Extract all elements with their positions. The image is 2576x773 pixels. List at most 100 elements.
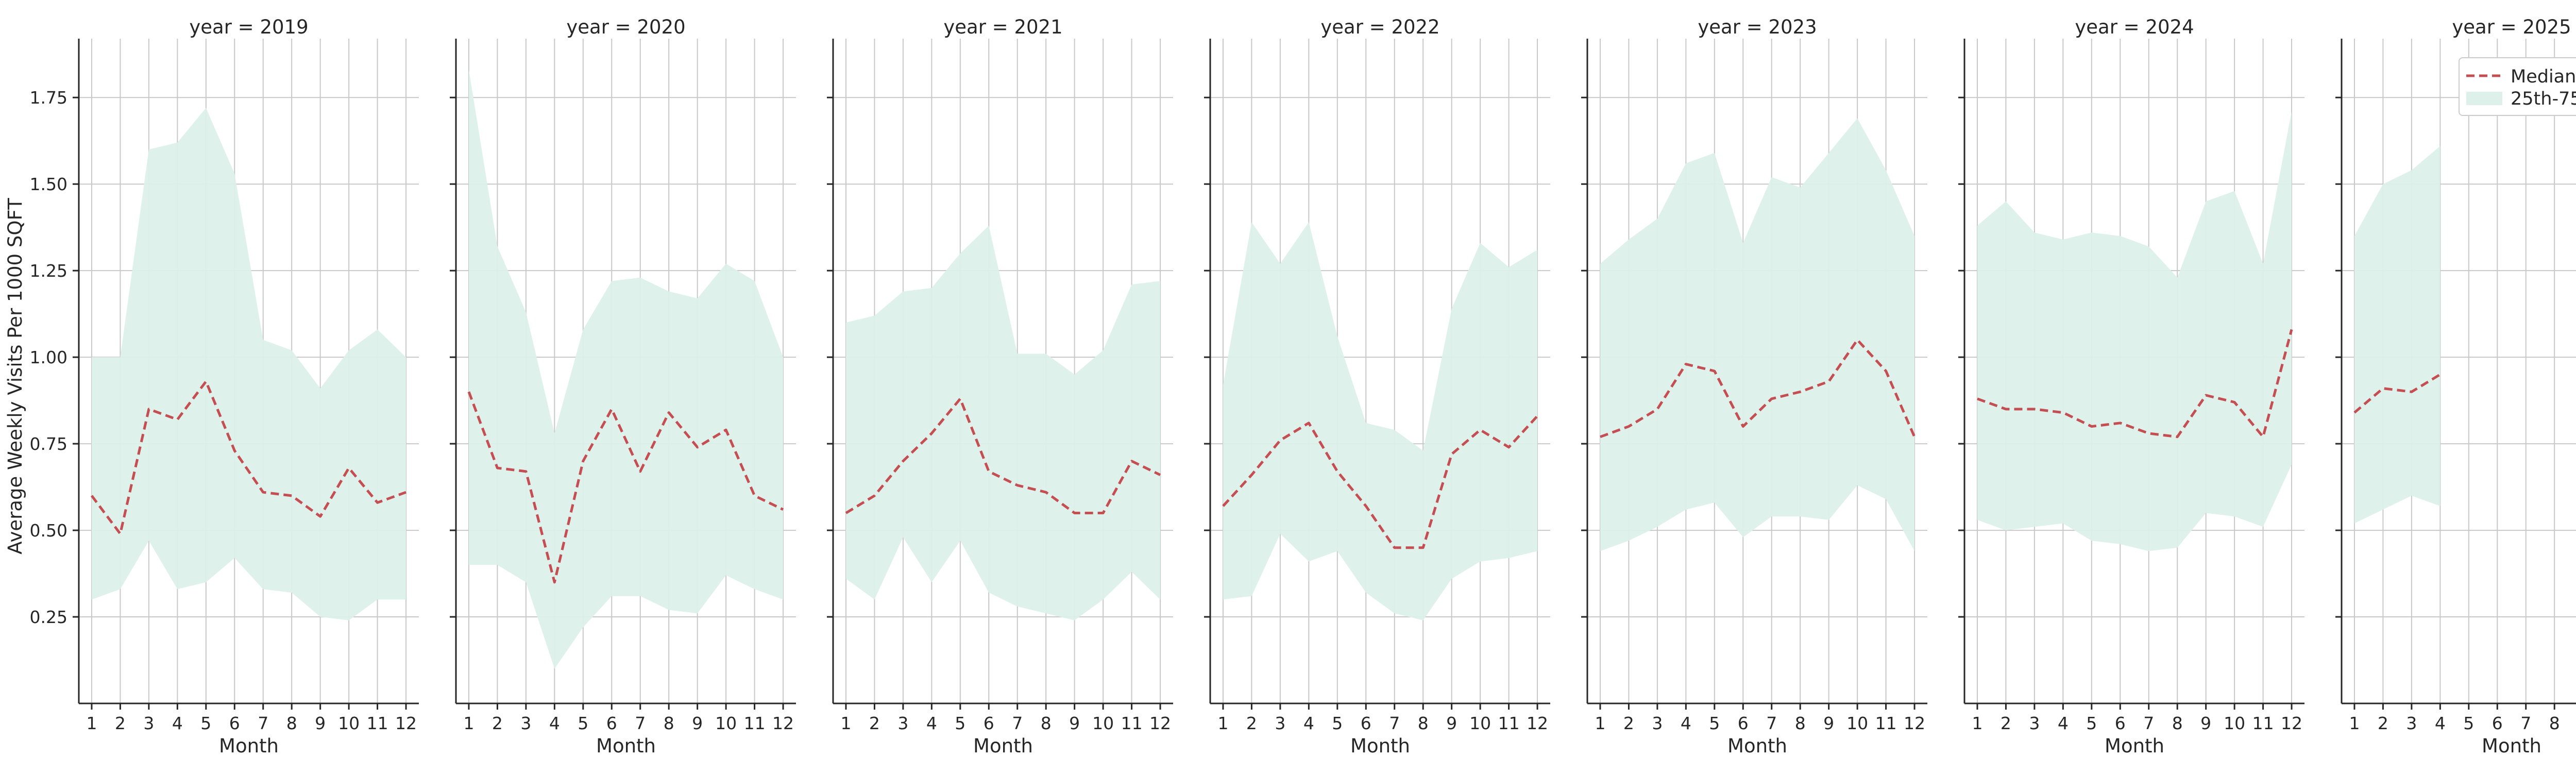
x-axis-label: Month — [596, 735, 656, 757]
x-tick-label: 1 — [2349, 713, 2360, 733]
panel-1: 1 2 3 4 5 6 7 8 9 10 11 120.250.500.751.001.251.501… — [30, 16, 419, 757]
x-axis-label: Month — [2105, 735, 2164, 757]
percentile-band-area — [846, 225, 1160, 620]
percentile-band-area — [92, 108, 406, 620]
panel-title: year = 2021 — [943, 16, 1062, 38]
x-tick-label: 2 — [869, 713, 880, 733]
x-tick-label: 12 — [772, 713, 794, 733]
x-tick-label: 10 — [1469, 713, 1491, 733]
y-tick-label: 0.50 — [30, 520, 67, 541]
x-tick-label: 12 — [2281, 713, 2302, 733]
x-axis-label: Month — [1350, 735, 1410, 757]
y-tick-label: 1.25 — [30, 261, 67, 281]
x-tick-label: 9 — [692, 713, 703, 733]
median-line — [90, 380, 406, 535]
x-tick-label: 2 — [492, 713, 503, 733]
x-tick-label: 7 — [2143, 713, 2154, 733]
percentile-band-area — [2354, 146, 2441, 524]
chart-panels: 1 2 3 4 5 6 7 8 9 10 11 120.250.500.751.001.251.501… — [30, 16, 2576, 757]
x-tick-label: 4 — [1681, 713, 1691, 733]
x-tick-label: 4 — [2058, 713, 2069, 733]
median-line — [1600, 339, 1916, 439]
x-tick-label: 7 — [1012, 713, 1023, 733]
median-line — [1222, 415, 1538, 549]
x-tick-label: 6 — [229, 713, 240, 733]
x-tick-label: 1 — [840, 713, 851, 733]
x-tick-label: 1 — [1217, 713, 1228, 733]
x-tick-label: 1 — [86, 713, 97, 733]
x-tick-label: 2 — [1623, 713, 1634, 733]
y-tick-label: 1.50 — [30, 174, 67, 194]
x-tick-label: 8 — [1041, 713, 1052, 733]
legend: Median 25th-75th Percentile — [2459, 57, 2576, 116]
x-tick-label: 7 — [1766, 713, 1777, 733]
x-axis-label: Month — [219, 735, 279, 757]
x-tick-label: 9 — [1823, 713, 1834, 733]
x-tick-label: 5 — [2086, 713, 2097, 733]
x-axis-label: Month — [973, 735, 1033, 757]
percentile-band-area — [1223, 222, 1537, 620]
x-tick-label: 6 — [2492, 713, 2503, 733]
x-tick-label: 5 — [2463, 713, 2474, 733]
panel-title: year = 2019 — [189, 16, 308, 38]
x-tick-label: 5 — [1332, 713, 1343, 733]
x-tick-label: 3 — [897, 713, 908, 733]
x-tick-label: 11 — [367, 713, 388, 733]
x-tick-label: 10 — [2224, 713, 2245, 733]
x-tick-label: 11 — [744, 713, 766, 733]
x-tick-label: 1 — [1595, 713, 1605, 733]
x-tick-label: 10 — [715, 713, 737, 733]
x-tick-label: 6 — [1738, 713, 1749, 733]
median-line — [467, 391, 784, 584]
legend-median-label: Median — [2511, 66, 2576, 87]
median-line — [2353, 373, 2441, 414]
x-tick-label: 4 — [1303, 713, 1314, 733]
x-tick-label: 5 — [955, 713, 965, 733]
y-tick-label: 0.25 — [30, 607, 67, 627]
median-line — [1977, 329, 2293, 439]
x-tick-label: 5 — [578, 713, 588, 733]
x-tick-label: 3 — [2029, 713, 2040, 733]
x-tick-label: 2 — [2378, 713, 2388, 733]
y-tick-label: 1.75 — [30, 88, 67, 108]
x-tick-label: 5 — [200, 713, 211, 733]
x-tick-label: 9 — [1069, 713, 1080, 733]
x-tick-label: 9 — [315, 713, 326, 733]
x-tick-label: 4 — [2435, 713, 2446, 733]
percentile-band-area — [469, 70, 783, 669]
y-axis-label: Average Weekly Visits Per 1000 SQFT — [4, 198, 26, 554]
legend-percentile-swatch — [2466, 92, 2502, 105]
x-tick-label: 2 — [1246, 713, 1257, 733]
x-tick-label: 1 — [1972, 713, 1982, 733]
x-tick-label: 12 — [1527, 713, 1548, 733]
y-tick-label: 1.00 — [30, 347, 67, 367]
x-tick-label: 5 — [1709, 713, 1720, 733]
percentile-band-area — [1600, 118, 1914, 551]
x-tick-label: 2 — [2001, 713, 2011, 733]
y-tick-label: 0.75 — [30, 434, 67, 454]
x-tick-label: 7 — [635, 713, 646, 733]
x-tick-label: 12 — [1904, 713, 1925, 733]
x-tick-label: 11 — [1121, 713, 1143, 733]
x-tick-label: 12 — [1149, 713, 1171, 733]
x-tick-label: 7 — [1389, 713, 1400, 733]
x-tick-label: 3 — [1652, 713, 1663, 733]
x-tick-label: 6 — [984, 713, 994, 733]
x-tick-label: 4 — [926, 713, 937, 733]
x-tick-label: 4 — [549, 713, 560, 733]
x-tick-label: 11 — [1875, 713, 1897, 733]
x-tick-label: 11 — [2252, 713, 2274, 733]
x-tick-label: 10 — [1092, 713, 1114, 733]
x-tick-label: 7 — [2520, 713, 2531, 733]
x-tick-label: 8 — [2549, 713, 2560, 733]
legend-percentile-label: 25th-75th Percentile — [2511, 89, 2576, 109]
x-tick-label: 3 — [2406, 713, 2417, 733]
x-tick-label: 6 — [606, 713, 617, 733]
panel-title: year = 2025 — [2452, 16, 2571, 38]
